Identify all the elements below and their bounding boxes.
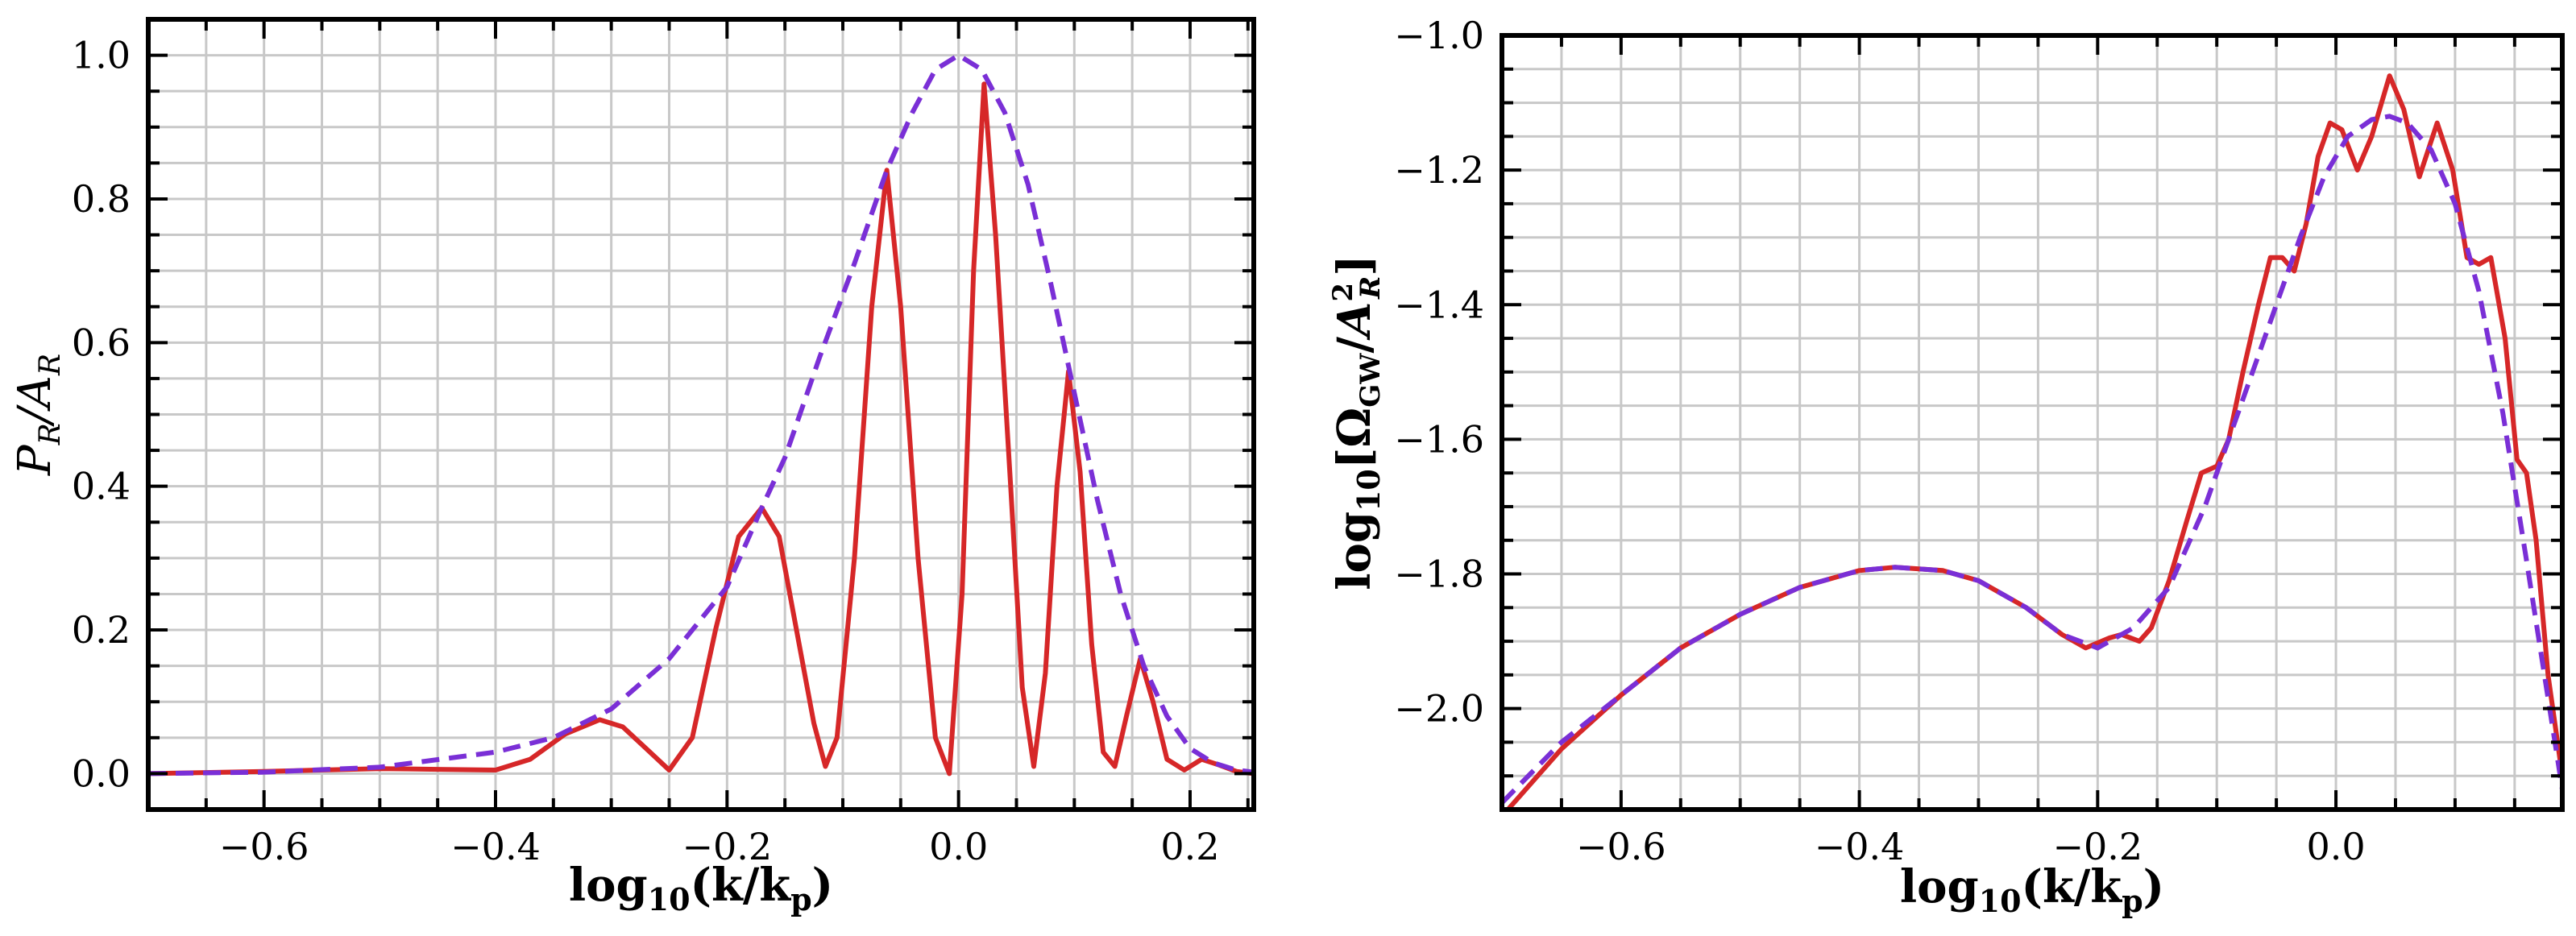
x-tick-label: −0.6 — [219, 825, 309, 868]
y-tick-label: −1.8 — [1394, 553, 1484, 596]
solid-series-line — [148, 81, 1254, 777]
right-chart-panel: −0.6 −0.4 −0.2 0.0 −2.0 −1.8 −1.6 −1.4 −1.2 −1.0… — [1327, 14, 2565, 919]
y-tick-label: 0.8 — [72, 177, 131, 221]
right-x-axis-label: log10(k/kp) — [1900, 860, 2164, 919]
y-tick-label: −1.2 — [1394, 148, 1484, 192]
left-x-tick-labels: −0.6 −0.4 −0.2 0.0 0.2 — [219, 825, 1220, 868]
dashed-series-line — [1502, 114, 2562, 805]
right-grid — [1502, 34, 2562, 810]
y-tick-label: 0.6 — [72, 321, 131, 364]
right-y-axis-label: log10[ΩGW/A2R] — [1327, 255, 1387, 590]
y-tick-label: 0.4 — [72, 465, 131, 508]
right-ticks — [1502, 34, 2562, 810]
y-tick-label: 1.0 — [72, 34, 131, 77]
left-ticks — [148, 18, 1254, 811]
x-tick-label: −0.4 — [1815, 825, 1905, 868]
left-grid — [148, 18, 1254, 811]
x-tick-label: 0.2 — [1160, 825, 1219, 868]
x-tick-label: −0.2 — [2052, 825, 2143, 868]
x-tick-label: −0.6 — [1576, 825, 1666, 868]
right-plot-frame — [1500, 33, 2565, 812]
left-chart-panel: −0.6 −0.4 −0.2 0.0 0.2 0.0 0.2 0.4 0.6 0.8 1.0 lo… — [9, 17, 1256, 917]
x-tick-label: 0.0 — [929, 825, 988, 868]
y-tick-label: −1.6 — [1394, 417, 1484, 461]
y-tick-label: 0.2 — [72, 608, 131, 652]
right-x-tick-labels: −0.6 −0.4 −0.2 0.0 — [1576, 825, 2366, 868]
x-tick-label: 0.0 — [2306, 825, 2365, 868]
y-tick-label: −2.0 — [1394, 687, 1484, 731]
right-y-tick-labels: −2.0 −1.8 −1.6 −1.4 −1.2 −1.0 — [1394, 14, 1484, 731]
y-tick-label: −1.0 — [1394, 14, 1484, 57]
dashed-series-line — [148, 52, 1254, 777]
y-tick-label: 0.0 — [72, 752, 131, 795]
left-plot-lines — [148, 52, 1254, 777]
x-tick-label: −0.4 — [450, 825, 541, 868]
left-x-axis-label: log10(k/kp) — [569, 859, 833, 917]
left-y-tick-labels: 0.0 0.2 0.4 0.6 0.8 1.0 — [72, 34, 131, 796]
y-tick-label: −1.4 — [1394, 283, 1484, 326]
solid-series-line — [1504, 73, 2562, 810]
left-y-axis-label: PR/AR — [9, 354, 67, 476]
right-plot-lines — [1502, 73, 2562, 810]
x-tick-label: −0.2 — [682, 825, 772, 868]
